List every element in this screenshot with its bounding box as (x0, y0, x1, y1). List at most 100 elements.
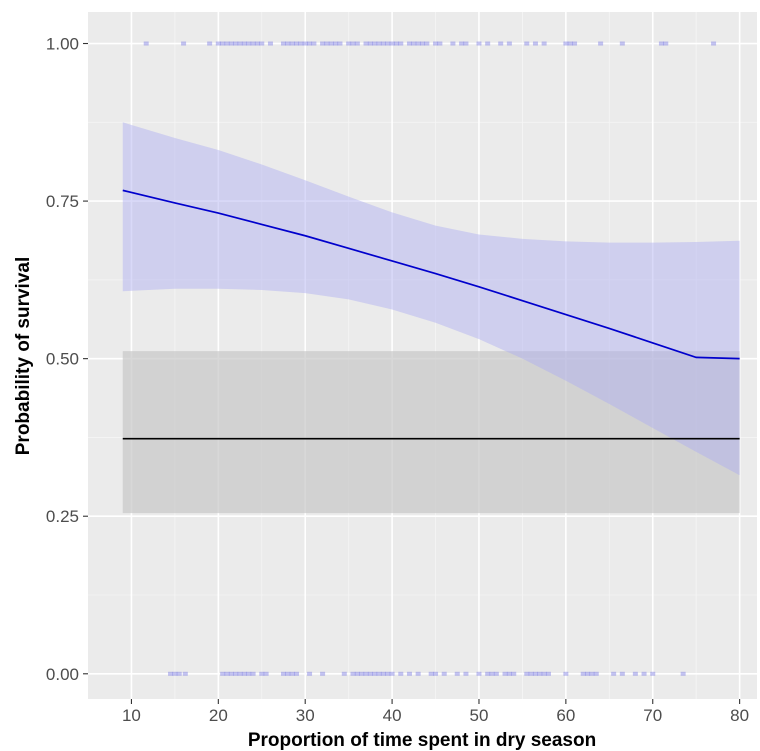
died-point (372, 671, 378, 676)
survived-point (328, 41, 334, 46)
died-point (511, 671, 517, 676)
null-model-ribbon (122, 351, 740, 514)
died-point (493, 671, 499, 676)
survived-point (237, 41, 243, 46)
died-point (280, 671, 286, 676)
died-point (589, 671, 595, 676)
survived-point (424, 41, 430, 46)
survived-point (250, 41, 256, 46)
y-tick-label: 0.75 (46, 192, 79, 211)
died-point (363, 671, 369, 676)
survived-point (563, 41, 569, 46)
survived-point (367, 41, 373, 46)
observation-points (143, 41, 717, 676)
died-point (528, 671, 534, 676)
died-point (398, 671, 404, 676)
y-axis-title: Probability of survival (13, 257, 34, 456)
fit-lines (122, 189, 740, 440)
died-point (246, 671, 252, 676)
survived-point (241, 41, 247, 46)
survived-point (294, 41, 300, 46)
logistic-fit-line (122, 189, 740, 360)
died-point (619, 671, 625, 676)
died-point (228, 671, 234, 676)
survived-point (233, 41, 239, 46)
logistic-fit-ribbon (122, 122, 740, 476)
survived-point (280, 41, 286, 46)
survived-point (572, 41, 578, 46)
survived-point (463, 41, 469, 46)
survived-point (311, 41, 317, 46)
x-tick-label: 40 (383, 706, 402, 725)
died-point (476, 671, 482, 676)
died-point (433, 671, 439, 676)
survived-point (450, 41, 456, 46)
died-point (380, 671, 386, 676)
survived-point (346, 41, 352, 46)
survived-point (285, 41, 291, 46)
survived-point (485, 41, 491, 46)
died-point (367, 671, 373, 676)
died-point (341, 671, 347, 676)
died-point (454, 671, 460, 676)
died-point (524, 671, 530, 676)
died-point (580, 671, 586, 676)
died-point (428, 671, 434, 676)
survived-point (567, 41, 573, 46)
x-tick-label: 80 (730, 706, 749, 725)
survived-point (393, 41, 399, 46)
survived-point (658, 41, 664, 46)
died-point (489, 671, 495, 676)
x-tick-label: 30 (296, 706, 315, 725)
survived-point (389, 41, 395, 46)
survived-point (181, 41, 187, 46)
survived-point (376, 41, 382, 46)
died-point (537, 671, 543, 676)
survived-point (267, 41, 273, 46)
died-point (385, 671, 391, 676)
survived-point (302, 41, 308, 46)
x-tick-label: 60 (556, 706, 575, 725)
died-point (545, 671, 551, 676)
died-point (632, 671, 638, 676)
died-point (289, 671, 295, 676)
survived-point (289, 41, 295, 46)
survived-point (246, 41, 252, 46)
confidence-ribbons (122, 122, 740, 514)
x-tick-label: 10 (122, 706, 141, 725)
y-tick-label: 0.50 (46, 350, 79, 369)
died-point (463, 671, 469, 676)
x-axis: 10 20 30 40 50 60 70 80 (122, 699, 749, 725)
x-axis-title: Proportion of time spent in dry season (248, 730, 596, 751)
survived-point (420, 41, 425, 46)
survived-point (320, 41, 326, 46)
died-point (285, 671, 291, 676)
survived-point (380, 41, 386, 46)
survived-point (506, 41, 512, 46)
died-point (585, 671, 591, 676)
died-point (220, 671, 226, 676)
survived-point (215, 41, 221, 46)
survived-point (411, 41, 417, 46)
died-point (350, 671, 356, 676)
died-point (307, 671, 313, 676)
survived-point (354, 41, 360, 46)
x-tick-label: 70 (643, 706, 662, 725)
died-point (650, 671, 656, 676)
died-point (441, 671, 447, 676)
survived-point (459, 41, 465, 46)
died-point (182, 671, 188, 676)
died-point (359, 671, 365, 676)
survived-point (498, 41, 504, 46)
died-point (224, 671, 230, 676)
survived-point (406, 41, 412, 46)
survived-point (541, 41, 547, 46)
died-point (233, 671, 239, 676)
survived-point (307, 41, 313, 46)
survived-point (259, 41, 265, 46)
survived-point (663, 41, 669, 46)
survived-point (363, 41, 369, 46)
survived-point (532, 41, 538, 46)
y-tick-label: 0.25 (46, 507, 79, 526)
